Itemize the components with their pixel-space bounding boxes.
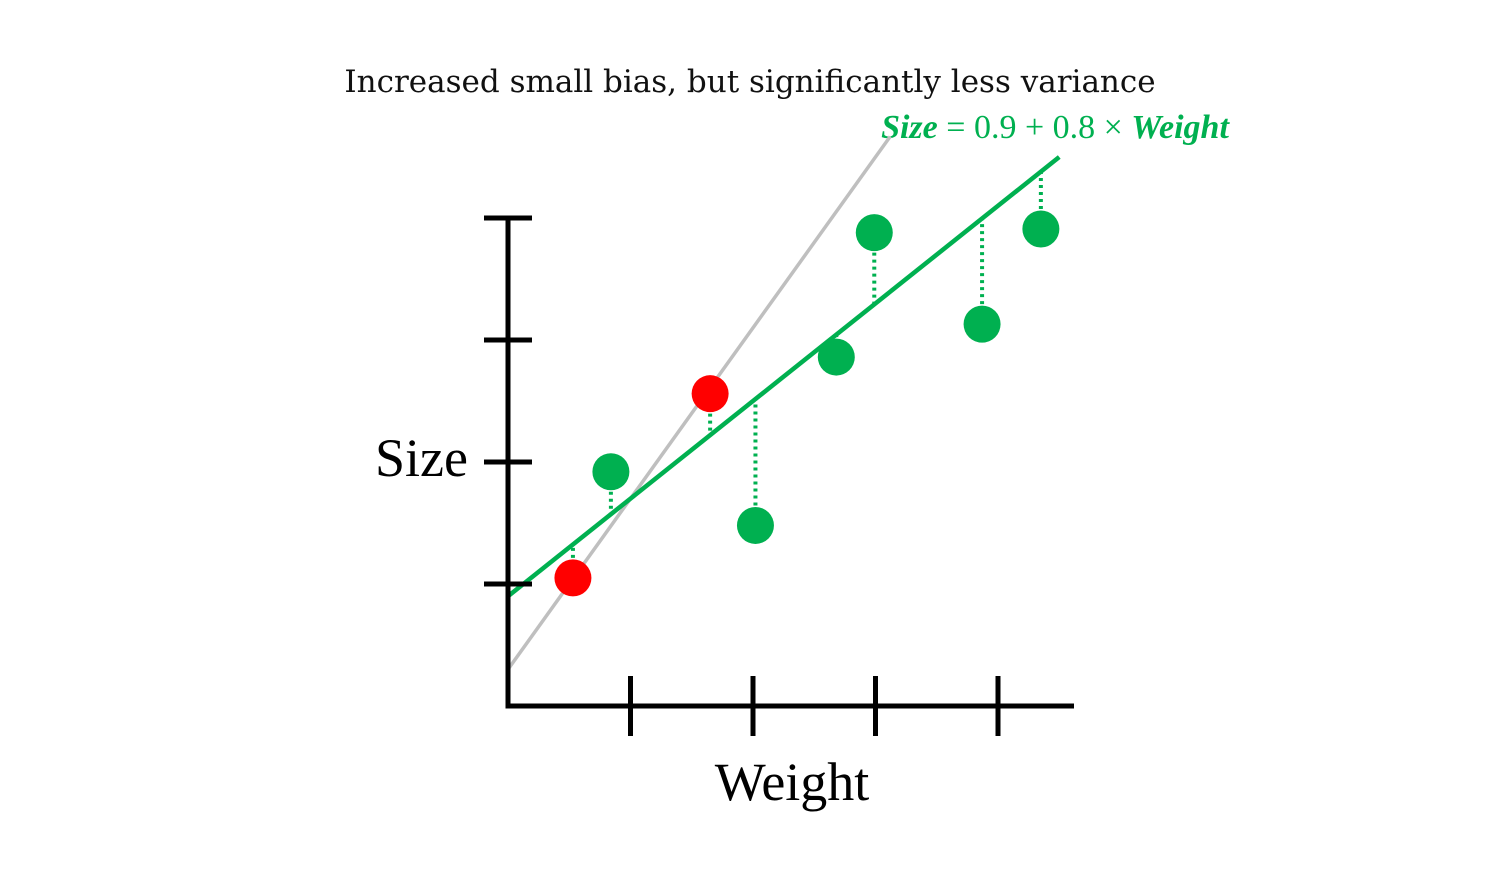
data-point-green [855, 214, 893, 252]
regression-equation: Size = 0.9 + 0.8 × Weight [881, 109, 1230, 146]
data-point-green [736, 506, 774, 544]
y-axis-label: Size [375, 428, 468, 488]
data-point-green [963, 305, 1001, 343]
chart-title: Increased small bias, but significantly … [344, 64, 1155, 100]
regression-line-green [506, 155, 1061, 598]
data-points [554, 210, 1060, 597]
data-point-red [554, 559, 592, 597]
x-axis-label: Weight [715, 752, 870, 812]
data-point-green [1022, 210, 1060, 248]
fit-lines [506, 135, 1061, 671]
equation-constants: = 0.9 + 0.8 × [938, 109, 1132, 146]
residual-lines [570, 171, 1043, 558]
data-point-red [691, 375, 729, 413]
data-point-green [817, 338, 855, 376]
equation-variable: Weight [1131, 109, 1230, 146]
axes [484, 215, 1074, 736]
equation-lhs: Size [881, 109, 938, 146]
data-point-green [592, 453, 630, 491]
